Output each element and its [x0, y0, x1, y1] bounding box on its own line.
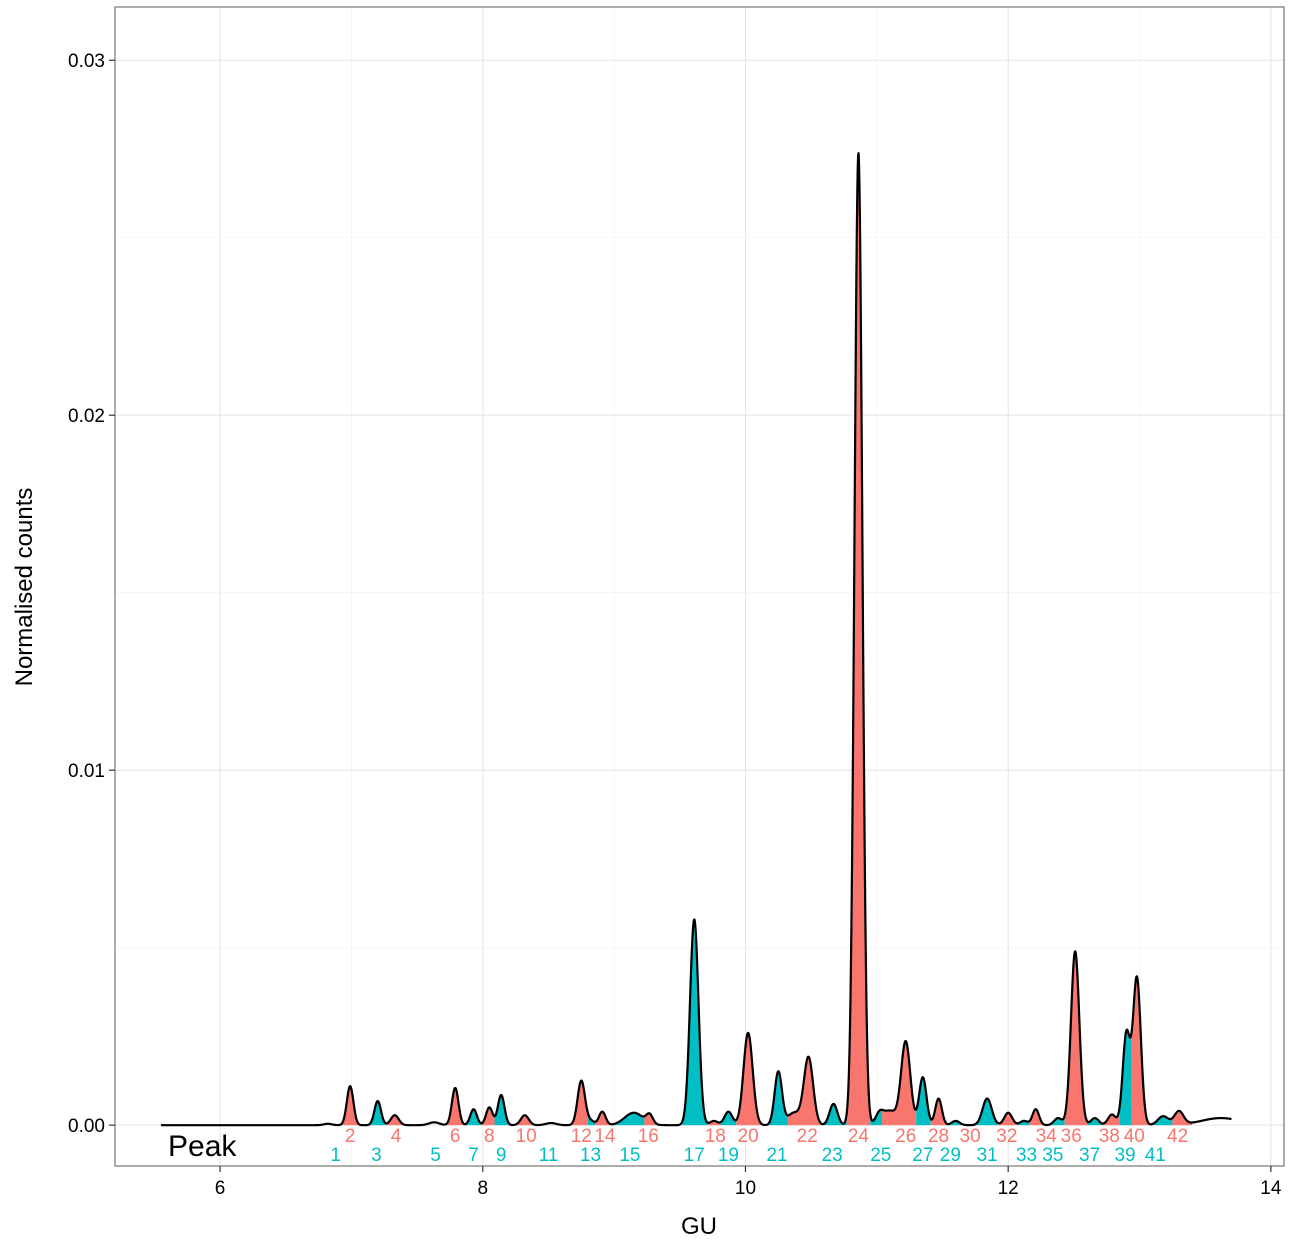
grid-lines: [115, 7, 1284, 1166]
peak-number-label: 36: [1061, 1126, 1082, 1147]
peak-number-label: 24: [848, 1126, 870, 1147]
x-tick-label: 12: [998, 1178, 1019, 1199]
peak-number-label: 11: [539, 1145, 559, 1166]
peak-number-label: 10: [516, 1126, 537, 1147]
peak-number-label: 22: [797, 1126, 818, 1147]
y-tick-label: 0.00: [68, 1116, 105, 1137]
peak-fill-area: [976, 1098, 998, 1126]
density-curve: [160, 152, 1233, 1127]
x-tick-label: 8: [477, 1178, 488, 1199]
peak-number-label: 42: [1167, 1126, 1188, 1147]
x-axis-title: GU: [681, 1213, 717, 1240]
peak-number-label: 21: [766, 1145, 787, 1166]
peak-number-label: 37: [1079, 1145, 1100, 1166]
peak-number-label: 25: [870, 1145, 891, 1166]
peak-number-label: 28: [928, 1126, 949, 1147]
peak-number-label: 9: [496, 1145, 507, 1166]
peak-number-label: 1: [330, 1145, 341, 1166]
plot-panel-border: [114, 6, 1285, 1167]
peak-number-label: 40: [1124, 1126, 1145, 1147]
peak-number-label: 4: [391, 1126, 402, 1147]
peak-number-label: 14: [594, 1126, 616, 1147]
peak-fill-area: [916, 1077, 931, 1126]
peak-number-label: 41: [1145, 1145, 1166, 1166]
peak-number-label: 15: [619, 1145, 640, 1166]
y-tick-label: 0.03: [68, 51, 105, 72]
peak-number-label: 6: [450, 1126, 461, 1147]
peak-annotation: Peak: [168, 1130, 237, 1163]
peak-number-label: 35: [1042, 1145, 1063, 1166]
density-curve-layer: [160, 152, 1233, 1127]
y-tick-label: 0.01: [68, 761, 105, 782]
peak-number-label: 5: [430, 1145, 441, 1166]
peak-fill-area: [787, 1056, 823, 1126]
peak-number-label: 32: [996, 1126, 1017, 1147]
peak-fill-area: [998, 1112, 1018, 1126]
peak-number-label: 19: [718, 1145, 739, 1166]
axes: 6 8 10 12 140.000.010.020.03: [68, 51, 1282, 1199]
peak-fill-area: [736, 1032, 764, 1126]
peak-number-label: 13: [580, 1145, 601, 1166]
peak-fill-area: [1119, 1029, 1132, 1126]
peak-number-label: 7: [468, 1145, 479, 1166]
peak-number-label: 16: [638, 1126, 659, 1147]
peak-number-label: 38: [1099, 1126, 1120, 1147]
peak-number-label: 26: [895, 1126, 916, 1147]
peak-fill-area: [465, 1109, 482, 1126]
peak-number-label: 18: [705, 1126, 726, 1147]
peak-number-label: 30: [960, 1126, 981, 1147]
peak-fill-area: [1086, 1118, 1103, 1126]
peak-number-label: 31: [977, 1145, 998, 1166]
y-axis-title: Normalised counts: [11, 488, 38, 687]
peak-fill-area: [822, 1103, 847, 1126]
peak-number-label: 3: [371, 1145, 382, 1166]
peak-number-label: 8: [484, 1126, 495, 1147]
peak-number-label: 33: [1016, 1145, 1037, 1166]
x-tick-label: 10: [735, 1178, 756, 1199]
peak-labels: 1234567891011121314151617181920212223242…: [330, 1126, 1188, 1166]
peak-number-label: 12: [571, 1126, 592, 1147]
peak-fill-area: [720, 1111, 737, 1126]
x-tick-label: 14: [1260, 1178, 1282, 1199]
y-tick-label: 0.02: [68, 406, 105, 427]
peak-number-label: 17: [684, 1145, 705, 1166]
peak-fill-area: [644, 1113, 657, 1126]
peak-number-label: 39: [1114, 1145, 1135, 1166]
peak-fill-area: [882, 1040, 917, 1126]
peak-fill-area: [930, 1098, 947, 1126]
peak-fill-area: [386, 1115, 404, 1126]
x-tick-label: 6: [215, 1178, 226, 1199]
peak-number-label: 23: [822, 1145, 843, 1166]
peak-number-label: 34: [1036, 1126, 1058, 1147]
peak-number-label: 27: [912, 1145, 933, 1166]
peak-number-label: 29: [940, 1145, 961, 1166]
peak-number-label: 2: [345, 1126, 356, 1147]
peak-number-label: 20: [738, 1126, 759, 1147]
peak-fill-area: [1043, 1115, 1065, 1126]
